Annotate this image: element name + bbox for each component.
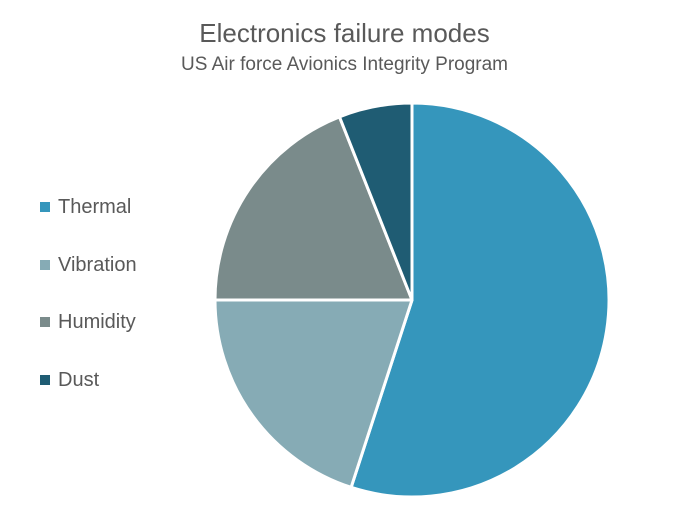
- legend-item-dust: Dust: [40, 368, 99, 392]
- legend-item-vibration: Vibration: [40, 253, 137, 277]
- legend-swatch-vibration: [40, 260, 50, 270]
- pie-slice-dust: [337, 101, 414, 302]
- legend-swatch-thermal: [40, 202, 50, 212]
- legend-swatch-humidity: [40, 317, 50, 327]
- legend-label-thermal: Thermal: [58, 195, 132, 218]
- legend-label-vibration: Vibration: [58, 253, 137, 276]
- legend-item-thermal: Thermal: [40, 195, 131, 219]
- pie-slice-vibration: [213, 298, 414, 489]
- chart-title: Electronics failure modes: [199, 18, 490, 48]
- chart-subtitle: US Air force Avionics Integrity Program: [181, 54, 508, 75]
- chart-legend: Thermal Vibration Humidity Dust: [40, 0, 210, 522]
- legend-label-dust: Dust: [58, 368, 100, 391]
- pie-slice-humidity: [213, 115, 414, 302]
- legend-label-humidity: Humidity: [58, 310, 136, 333]
- pie-slice-thermal: [349, 101, 611, 499]
- legend-item-humidity: Humidity: [40, 310, 136, 334]
- legend-swatch-dust: [40, 375, 50, 385]
